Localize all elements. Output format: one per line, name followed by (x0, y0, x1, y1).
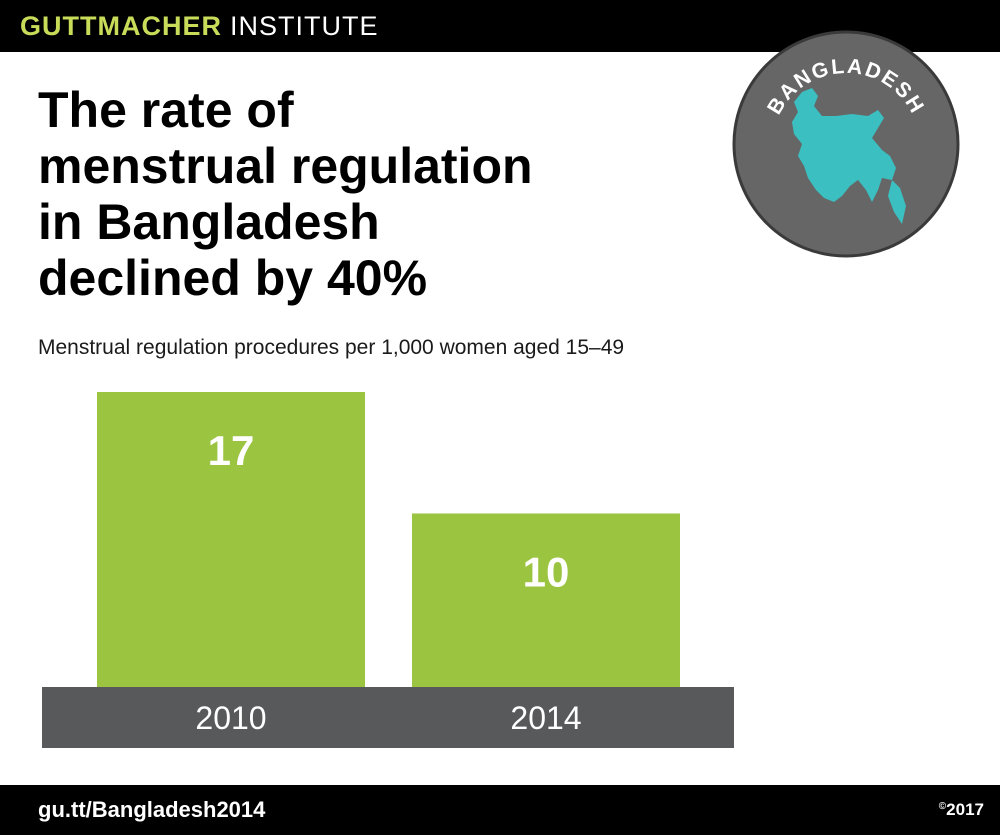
brand-logo: GUTTMACHER INSTITUTE (20, 10, 379, 41)
brand-name-bold: GUTTMACHER (20, 10, 222, 41)
copyright: ©2017 (939, 800, 984, 820)
country-badge: BANGLADESH (732, 30, 960, 258)
footer-bar: gu.tt/Bangladesh2014 ©2017 (0, 785, 1000, 835)
bangladesh-map-icon (792, 88, 906, 224)
bar-2010 (97, 392, 365, 687)
x-axis-band (42, 687, 734, 748)
top-banner: GUTTMACHER INSTITUTE (0, 0, 1000, 52)
bar-chart: 17 2010 10 2014 (42, 392, 734, 748)
headline: The rate of menstrual regulation in Bang… (38, 82, 698, 306)
brand-name-light: INSTITUTE (229, 10, 379, 41)
chart-subtitle: Menstrual regulation procedures per 1,00… (38, 336, 625, 359)
copyright-year: 2017 (946, 800, 984, 819)
bar-value-label-2010: 17 (208, 427, 255, 474)
bar-value-label-2014: 10 (523, 548, 570, 595)
headline-line: The rate of (38, 82, 294, 138)
headline-line: in Bangladesh (38, 194, 380, 250)
headline-line: menstrual regulation (38, 138, 533, 194)
bar-2014 (412, 513, 680, 687)
copyright-symbol: © (938, 801, 947, 812)
footer-url[interactable]: gu.tt/Bangladesh2014 (38, 797, 266, 822)
headline-line: declined by 40% (38, 250, 428, 306)
category-label-2010: 2010 (195, 700, 266, 736)
category-label-2014: 2014 (510, 700, 581, 736)
